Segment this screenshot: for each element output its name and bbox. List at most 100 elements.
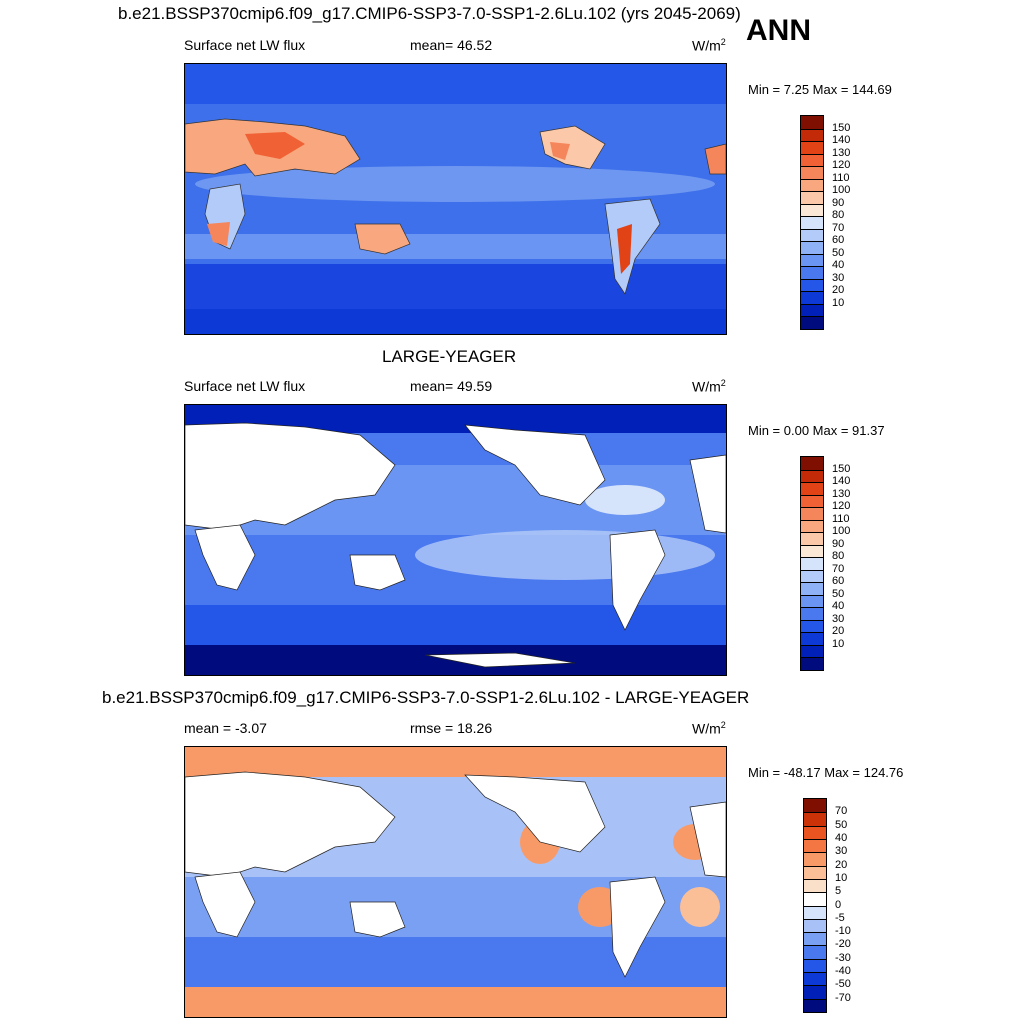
colorbar-tick-label: 130: [832, 487, 851, 500]
panel2-minmax: Min = 0.00 Max = 91.37: [748, 423, 885, 438]
colorbar-tick-label: 30: [832, 271, 845, 284]
colorbar-segment: [801, 607, 823, 620]
colorbar-tick-label: 70: [832, 562, 845, 575]
colorbar-tick-label: 60: [832, 575, 845, 588]
colorbar-segment: [801, 228, 823, 242]
colorbar-segment: [801, 469, 823, 483]
colorbar-segment: [804, 998, 826, 1012]
colorbar-segment: [801, 166, 823, 179]
colorbar-segment: [801, 178, 823, 192]
colorbar-tick-label: 140: [832, 475, 851, 488]
colorbar-segment: [801, 507, 823, 520]
colorbar-tick-label: 150: [832, 462, 851, 475]
panel3-title: b.e21.BSSP370cmip6.f09_g17.CMIP6-SSP3-7.…: [102, 688, 750, 707]
colorbar-tick-label: 30: [832, 612, 845, 625]
panel2-mean-label: mean= 49.59: [410, 378, 493, 394]
colorbar-segment: [801, 278, 823, 292]
colorbar-segment: [801, 216, 823, 229]
panel1-variable-label: Surface net LW flux: [184, 37, 306, 53]
panel1-colorbar: [800, 115, 824, 330]
colorbar-segment: [804, 825, 826, 839]
colorbar-segment: [801, 266, 823, 279]
colorbar-segment: [804, 878, 826, 893]
colorbar-tick-label: 30: [835, 845, 848, 858]
colorbar-segment: [801, 291, 823, 304]
colorbar-segment: [801, 544, 823, 558]
colorbar-segment: [801, 594, 823, 608]
colorbar-tick-label: 110: [832, 512, 850, 525]
colorbar-segment: [804, 932, 826, 946]
panel1-minmax: Min = 7.25 Max = 144.69: [748, 82, 892, 97]
colorbar-segment: [804, 972, 826, 986]
colorbar-tick-label: 5: [835, 885, 842, 898]
colorbar-segment: [801, 532, 823, 545]
colorbar-segment: [804, 799, 826, 813]
colorbar-tick-label: -30: [835, 951, 851, 964]
colorbar-segment: [804, 892, 826, 906]
panel3-colorbar: [803, 798, 827, 1013]
colorbar-segment: [801, 569, 823, 583]
colorbar-segment: [801, 128, 823, 142]
colorbar-segment: [804, 905, 826, 919]
colorbar-segment: [801, 557, 823, 570]
colorbar-segment: [804, 958, 826, 973]
colorbar-segment: [801, 644, 823, 658]
colorbar-segment: [801, 203, 823, 217]
colorbar-tick-label: 40: [832, 259, 845, 272]
colorbar-segment: [801, 141, 823, 154]
colorbar-segment: [804, 985, 826, 999]
colorbar-tick-label: 110: [832, 171, 850, 184]
colorbar-tick-label: -70: [835, 991, 851, 1004]
panel3-units: W/m2: [692, 720, 726, 737]
colorbar-tick-label: 10: [832, 296, 845, 309]
colorbar-tick-label: 140: [832, 134, 851, 147]
colorbar-tick-label: 20: [832, 284, 845, 297]
panel3-minmax: Min = -48.17 Max = 124.76: [748, 765, 904, 780]
panel3-rmse-label: rmse = 18.26: [410, 720, 493, 736]
colorbar-segment: [801, 457, 823, 470]
colorbar-segment: [801, 632, 823, 645]
colorbar-tick-label: -20: [835, 938, 851, 951]
panel2-units: W/m2: [692, 378, 726, 395]
colorbar-tick-label: 50: [835, 818, 848, 831]
colorbar-tick-label: 10: [832, 637, 845, 650]
colorbar-segment: [804, 838, 826, 853]
colorbar-segment: [801, 241, 823, 254]
colorbar-segment: [801, 519, 823, 533]
colorbar-tick-label: 40: [835, 831, 848, 844]
colorbar-segment: [801, 153, 823, 167]
colorbar-segment: [801, 494, 823, 508]
panel3-map: [184, 746, 727, 1018]
colorbar-tick-label: 100: [832, 184, 851, 197]
colorbar-tick-label: 80: [832, 209, 845, 222]
colorbar-segment: [804, 852, 826, 866]
colorbar-segment: [801, 303, 823, 317]
colorbar-tick-label: 0: [835, 898, 842, 911]
colorbar-segment: [801, 619, 823, 633]
colorbar-segment: [804, 945, 826, 959]
panel2-variable-label: Surface net LW flux: [184, 378, 306, 394]
panel1-title: b.e21.BSSP370cmip6.f09_g17.CMIP6-SSP3-7.…: [118, 4, 741, 23]
colorbar-segment: [801, 316, 823, 329]
colorbar-tick-label: 150: [832, 121, 851, 134]
colorbar-tick-label: 40: [832, 600, 845, 613]
colorbar-tick-label: -5: [835, 911, 845, 924]
colorbar-tick-label: 100: [832, 525, 851, 538]
panel3-mean-label: mean = -3.07: [184, 720, 267, 736]
colorbar-tick-label: 10: [835, 871, 848, 884]
colorbar-segment: [804, 918, 826, 933]
colorbar-tick-label: 120: [832, 500, 851, 513]
panel1-mean-label: mean= 46.52: [410, 37, 493, 53]
colorbar-tick-label: 50: [832, 246, 845, 259]
colorbar-tick-label: 50: [832, 587, 845, 600]
colorbar-segment: [801, 482, 823, 495]
colorbar-segment: [801, 582, 823, 595]
colorbar-tick-label: 70: [835, 805, 848, 818]
colorbar-tick-label: 90: [832, 196, 845, 209]
colorbar-tick-label: 120: [832, 159, 851, 172]
colorbar-tick-label: 20: [832, 625, 845, 638]
colorbar-segment: [804, 812, 826, 826]
colorbar-tick-label: 60: [832, 234, 845, 247]
panel2-colorbar: [800, 456, 824, 671]
panel2-map: [184, 404, 727, 676]
